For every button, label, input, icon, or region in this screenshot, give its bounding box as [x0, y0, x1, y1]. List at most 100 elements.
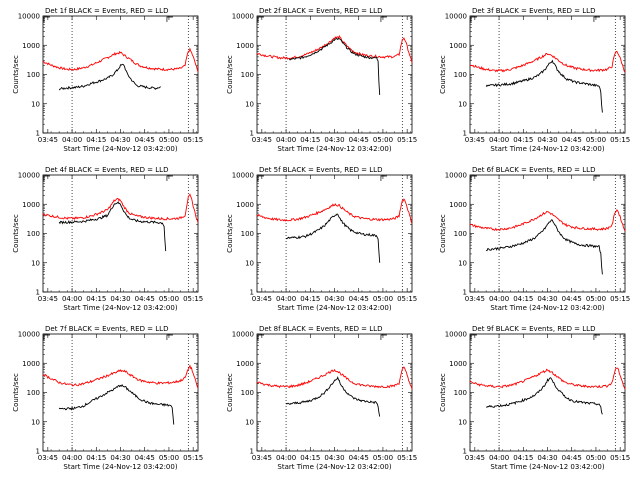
x-axis-title: Start Time (24-Nov-12 03:42:00)	[277, 463, 391, 471]
x-tick-label: 04:00	[276, 454, 296, 462]
y-tick-label: 10	[245, 418, 254, 426]
detector-panel: Det 7f BLACK = Events, RED = LLD 1 10 100 10…	[12, 325, 203, 471]
y-tick-label: 1	[250, 130, 254, 138]
plot-frame	[256, 333, 413, 452]
series-events-line	[288, 37, 381, 95]
attenuator-bracket	[166, 16, 173, 22]
attenuator-bracket	[593, 175, 600, 181]
plot-frame	[42, 333, 199, 452]
x-axis-title: Start Time (24-Nov-12 03:42:00)	[490, 304, 604, 312]
series-lld-line	[42, 193, 199, 224]
attenuator-bracket	[470, 334, 477, 340]
x-tick-label: 04:30	[537, 136, 557, 144]
x-tick-label: 03:45	[38, 454, 58, 462]
x-tick-label: 04:30	[110, 454, 130, 462]
y-tick-label: 1	[250, 289, 254, 297]
y-tick-label: 10	[245, 100, 254, 108]
attenuator-bracket	[166, 334, 173, 340]
x-axis-title: Start Time (24-Nov-12 03:42:00)	[277, 304, 391, 312]
x-tick-label: 04:45	[349, 136, 369, 144]
x-tick-label: 05:15	[183, 295, 203, 303]
x-tick-label: 04:30	[110, 136, 130, 144]
y-tick-label: 10	[458, 100, 467, 108]
y-tick-label: 100	[27, 71, 40, 79]
x-tick-label: 04:45	[562, 295, 582, 303]
x-tick-label: 05:15	[610, 136, 630, 144]
plot-frame	[42, 174, 199, 293]
attenuator-bracket	[43, 334, 50, 340]
attenuator-bracket	[43, 175, 50, 181]
detector-panel: Det 4f BLACK = Events, RED = LLD 1 10 100 10…	[12, 166, 203, 312]
x-tick-label: 04:45	[135, 454, 155, 462]
y-tick-label: 100	[454, 230, 467, 238]
y-axis-title: Counts/sec	[439, 214, 447, 253]
x-tick-label: 04:30	[110, 295, 130, 303]
y-axis-title: Counts/sec	[226, 55, 234, 94]
attenuator-bracket	[257, 175, 264, 181]
y-tick-label: 1000	[22, 360, 40, 368]
plot-frame	[469, 15, 626, 134]
attenuator-bracket	[43, 16, 50, 22]
x-tick-label: 05:00	[586, 454, 606, 462]
x-tick-label: 04:00	[62, 136, 82, 144]
x-axis-title: Start Time (24-Nov-12 03:42:00)	[63, 463, 177, 471]
y-axis-title: Counts/sec	[439, 55, 447, 94]
y-tick-label: 10	[31, 259, 40, 267]
x-tick-label: 03:45	[465, 454, 485, 462]
panel-title: Det 7f BLACK = Events, RED = LLD	[45, 325, 168, 333]
y-tick-label: 1000	[449, 360, 467, 368]
y-tick-label: 10000	[445, 331, 467, 339]
detector-panel: Det 6f BLACK = Events, RED = LLD 1 10 100 10…	[439, 166, 630, 312]
x-tick-label: 04:45	[349, 454, 369, 462]
x-tick-label: 04:00	[489, 454, 509, 462]
detector-panel: Det 5f BLACK = Events, RED = LLD 1 10 100 10…	[226, 166, 417, 312]
y-tick-label: 10	[245, 259, 254, 267]
y-tick-label: 10000	[232, 13, 254, 21]
x-tick-label: 04:15	[513, 454, 533, 462]
x-tick-label: 04:30	[324, 136, 344, 144]
x-tick-label: 04:30	[537, 454, 557, 462]
y-tick-label: 1	[463, 130, 467, 138]
x-tick-label: 04:00	[276, 136, 296, 144]
x-tick-label: 04:15	[300, 454, 320, 462]
x-tick-label: 05:00	[159, 136, 179, 144]
x-tick-label: 04:15	[300, 295, 320, 303]
y-tick-label: 1000	[236, 360, 254, 368]
attenuator-bracket	[257, 334, 264, 340]
attenuator-bracket	[380, 175, 387, 181]
x-tick-label: 05:00	[586, 295, 606, 303]
x-tick-label: 03:45	[252, 454, 272, 462]
y-tick-label: 1	[36, 130, 40, 138]
y-tick-label: 10000	[445, 13, 467, 21]
y-tick-label: 1	[463, 448, 467, 456]
x-tick-label: 04:00	[489, 136, 509, 144]
panel-title: Det 6f BLACK = Events, RED = LLD	[472, 166, 595, 174]
y-tick-label: 10	[31, 418, 40, 426]
y-axis-title: Counts/sec	[12, 214, 20, 253]
y-tick-label: 1000	[236, 42, 254, 50]
x-tick-label: 04:30	[324, 295, 344, 303]
x-tick-label: 04:15	[86, 295, 106, 303]
y-tick-label: 1	[463, 289, 467, 297]
x-tick-label: 05:00	[159, 295, 179, 303]
series-events-line	[485, 377, 603, 415]
attenuator-bracket	[470, 175, 477, 181]
x-tick-label: 05:15	[397, 454, 417, 462]
y-tick-label: 100	[241, 71, 254, 79]
y-tick-label: 100	[454, 71, 467, 79]
y-tick-label: 10	[458, 259, 467, 267]
x-tick-label: 03:45	[465, 136, 485, 144]
y-tick-label: 1000	[236, 201, 254, 209]
y-tick-label: 10000	[232, 331, 254, 339]
x-tick-label: 04:00	[489, 295, 509, 303]
y-tick-label: 100	[241, 389, 254, 397]
series-lld-line	[256, 366, 413, 390]
x-tick-label: 05:15	[183, 454, 203, 462]
series-events-line	[58, 201, 167, 252]
y-tick-label: 1000	[449, 42, 467, 50]
y-tick-label: 10000	[18, 172, 40, 180]
series-lld-line	[469, 50, 626, 73]
y-axis-title: Counts/sec	[12, 373, 20, 412]
attenuator-bracket	[470, 16, 477, 22]
